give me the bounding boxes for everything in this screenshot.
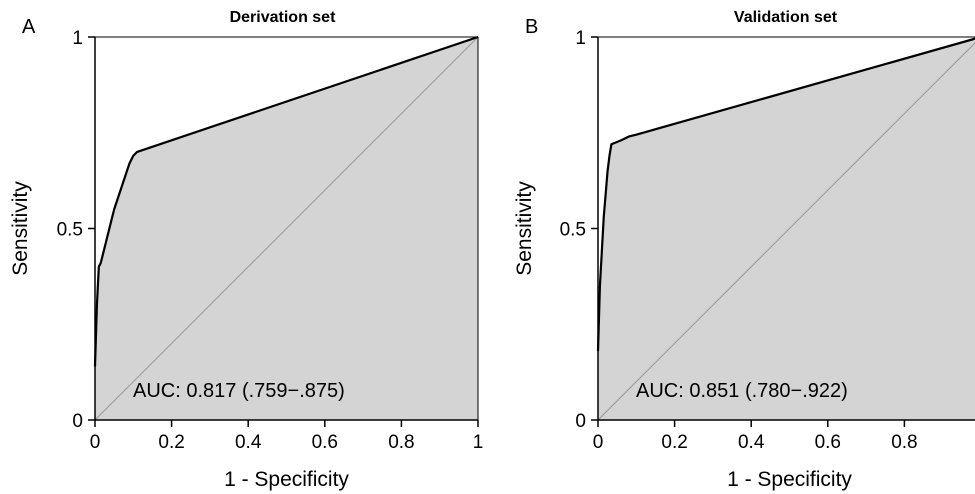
reference-diagonal bbox=[94, 36, 479, 421]
y-tick-label: 0.5 bbox=[57, 220, 83, 241]
y-tick-label: 1 bbox=[575, 28, 586, 49]
x-tick-label: 0.6 bbox=[312, 432, 338, 453]
x-axis-label: 1 - Specificity bbox=[727, 468, 852, 491]
auc-area bbox=[598, 38, 975, 420]
chart-title: Derivation set bbox=[230, 9, 336, 26]
y-tick-label: 1 bbox=[72, 28, 83, 49]
roc-curve-line bbox=[93, 35, 479, 367]
roc-panel-a: 0 0.5 1 0 0.2 0.4 0.6 0.8 1 A Derivation set 1 - Sp… bbox=[9, 9, 483, 491]
x-tick-label: 0.6 bbox=[815, 432, 841, 453]
y-tick-label: 0 bbox=[72, 411, 83, 432]
reference-diagonal bbox=[597, 42, 975, 421]
panel-letter: A bbox=[22, 16, 36, 38]
x-tick-label: 0.4 bbox=[738, 432, 765, 453]
x-tick-label: 0.8 bbox=[891, 432, 917, 453]
chart-title: Validation set bbox=[734, 9, 838, 26]
x-tick-label: 0.2 bbox=[661, 432, 687, 453]
y-tick-label: 0.5 bbox=[560, 220, 586, 241]
x-tick-label: 0.2 bbox=[158, 432, 184, 453]
x-tick-label: 1 bbox=[473, 432, 484, 453]
auc-annotation: AUC: 0.851 (.780−.922) bbox=[636, 380, 848, 402]
y-axis-label: Sensitivity bbox=[9, 181, 32, 276]
y-tick-label: 0 bbox=[575, 411, 586, 432]
y-axis-label: Sensitivity bbox=[513, 181, 536, 276]
x-tick-label: 0 bbox=[90, 432, 101, 453]
panel-letter: B bbox=[525, 16, 538, 38]
x-tick-label: 0.4 bbox=[235, 432, 262, 453]
auc-annotation: AUC: 0.817 (.759−.875) bbox=[133, 380, 345, 402]
x-axis-label: 1 - Specificity bbox=[224, 468, 349, 491]
x-tick-label: 0 bbox=[593, 432, 604, 453]
roc-curve-line bbox=[596, 37, 975, 352]
x-tick-label: 0.8 bbox=[388, 432, 414, 453]
